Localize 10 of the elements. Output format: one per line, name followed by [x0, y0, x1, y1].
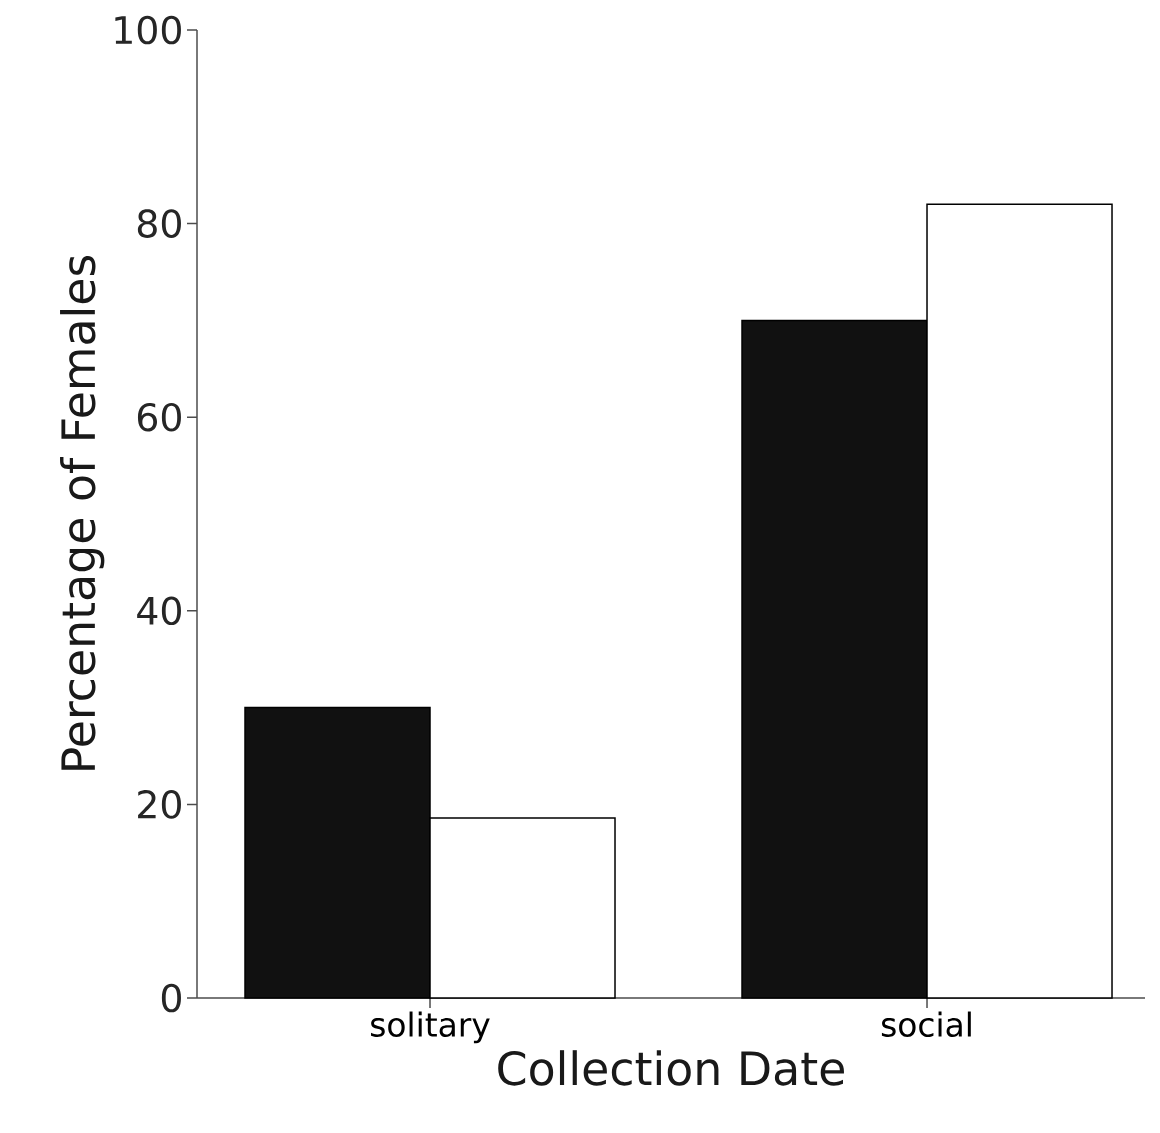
x-tick-label: social — [881, 1011, 971, 1037]
y-tick-label: 20 — [138, 790, 181, 819]
y-tick-label: 60 — [137, 402, 181, 432]
y-tick-label: 100 — [115, 15, 181, 45]
y-tick-label: 80 — [137, 209, 181, 238]
x-axis-title: Collection Date — [498, 1050, 844, 1086]
y-tick-label: 0 — [161, 983, 181, 1013]
y-tick-label: 40 — [137, 596, 181, 626]
x-tick-label: solitary — [371, 1011, 490, 1044]
y-axis-title: Percentage of Females — [60, 255, 105, 770]
